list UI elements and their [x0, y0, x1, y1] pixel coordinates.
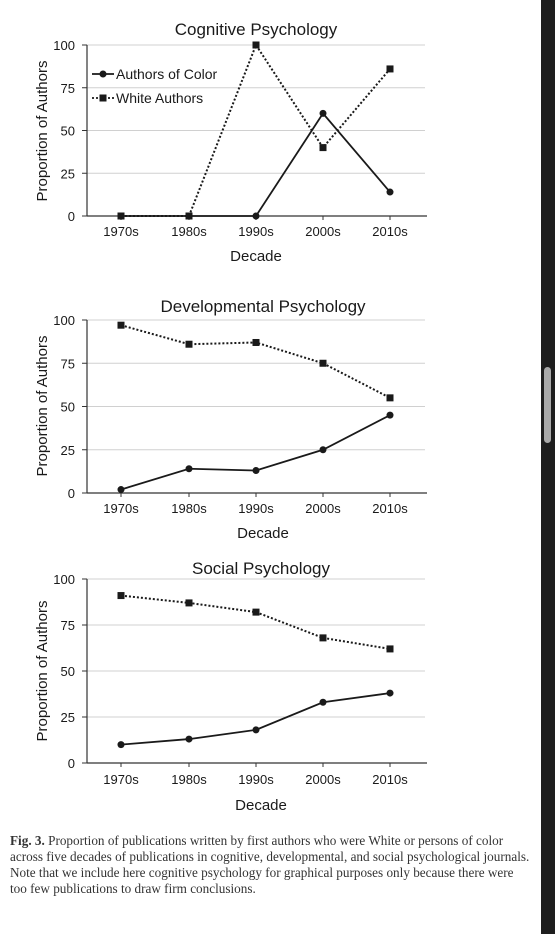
x-tick-label: 2010s [372, 772, 408, 787]
data-point-square [319, 144, 327, 152]
figure-label: Fig. 3. [10, 833, 45, 848]
x-tick-label: 1970s [103, 224, 139, 239]
legend-marker-square [99, 94, 107, 102]
data-point-circle [252, 212, 260, 220]
legend: Authors of Color White Authors [92, 66, 217, 106]
data-point-square [117, 321, 125, 329]
data-point-circle [319, 446, 327, 454]
y-tick-label: 75 [61, 356, 75, 371]
y-tick-label: 0 [68, 209, 75, 224]
data-point-square [185, 212, 193, 220]
x-tick-label: 1970s [103, 772, 139, 787]
chart-title: Developmental Psychology [160, 297, 366, 316]
data-point-square [386, 394, 394, 402]
x-tick-label: 1980s [171, 224, 207, 239]
series-line-solid [121, 111, 391, 217]
series-line-dotted [121, 42, 391, 217]
data-point-square [252, 41, 260, 49]
y-tick-label: 50 [61, 124, 75, 139]
figure: 0 25 50 75 100 1970s 1980s 1990s 2000s 2010s Cogni… [34, 20, 427, 814]
data-point-circle [319, 698, 327, 706]
x-tick-label: 2010s [372, 224, 408, 239]
y-axis-label: Proportion of Authors [34, 336, 51, 477]
y-tick-label: 100 [53, 313, 75, 328]
data-point-circle [185, 465, 193, 473]
y-tick-label: 25 [61, 443, 75, 458]
y-tick-label: 100 [53, 572, 75, 587]
data-point-square [252, 338, 260, 346]
chart-title: Social Psychology [192, 559, 330, 578]
y-axis-label: Proportion of Authors [34, 61, 51, 202]
caption-text: Proportion of publications written by fi… [10, 833, 530, 896]
figure-caption: Fig. 3. Proportion of publications writt… [10, 833, 530, 897]
x-tick-label: 2000s [305, 772, 341, 787]
data-point-circle [252, 467, 260, 475]
x-tick-label: 1990s [238, 224, 274, 239]
scrollbar-thumb[interactable] [544, 367, 551, 443]
chart-panel-3: 0 25 50 75 100 1970s 1980s 1990s 2000s 2010s Socia… [34, 559, 427, 814]
data-point-square [319, 359, 327, 367]
x-tick-label: 2010s [372, 501, 408, 516]
data-point-square [117, 212, 125, 220]
data-point-circle [117, 486, 125, 494]
x-tick-label: 1980s [171, 772, 207, 787]
data-point-square [319, 634, 327, 642]
data-point-circle [386, 188, 394, 196]
data-point-circle [117, 741, 125, 749]
x-tick-label: 1990s [238, 772, 274, 787]
x-axis-label: Decade [230, 248, 282, 265]
data-point-square [386, 645, 394, 653]
legend-label: Authors of Color [116, 66, 217, 82]
y-tick-label: 25 [61, 710, 75, 725]
series-line-solid [120, 414, 391, 491]
series-line-dotted [120, 324, 391, 399]
x-tick-label: 1990s [238, 501, 274, 516]
series-line-solid [120, 692, 391, 746]
y-tick-label: 75 [61, 618, 75, 633]
data-point-square [386, 65, 394, 73]
x-tick-label: 1980s [171, 501, 207, 516]
data-point-circle [386, 689, 394, 697]
y-tick-label: 0 [68, 486, 75, 501]
data-point-square [252, 608, 260, 616]
x-tick-label: 2000s [305, 501, 341, 516]
chart-panel-1: 0 25 50 75 100 1970s 1980s 1990s 2000s 2010s Cogni… [34, 20, 427, 265]
y-tick-label: 75 [61, 81, 75, 96]
data-point-circle [252, 726, 260, 734]
data-point-circle [386, 411, 394, 419]
scrollbar[interactable] [541, 0, 555, 934]
series-line-dotted [120, 594, 391, 650]
y-tick-label: 0 [68, 756, 75, 771]
chart-panel-2: 0 25 50 75 100 1970s 1980s 1990s 2000s 2010s Devel… [34, 297, 427, 542]
data-point-square [185, 599, 193, 607]
legend-marker-circle [99, 70, 107, 78]
x-axis-label: Decade [237, 525, 289, 542]
y-tick-label: 50 [61, 664, 75, 679]
y-tick-label: 25 [61, 166, 75, 181]
legend-label: White Authors [116, 90, 203, 106]
x-axis-label: Decade [235, 797, 287, 814]
data-point-circle [319, 109, 327, 117]
x-tick-label: 2000s [305, 224, 341, 239]
chart-title: Cognitive Psychology [175, 20, 338, 39]
data-point-circle [185, 735, 193, 743]
data-point-square [117, 592, 125, 600]
y-tick-label: 100 [53, 38, 75, 53]
y-tick-label: 50 [61, 400, 75, 415]
data-point-square [185, 340, 193, 348]
y-axis-label: Proportion of Authors [34, 601, 51, 742]
x-tick-label: 1970s [103, 501, 139, 516]
